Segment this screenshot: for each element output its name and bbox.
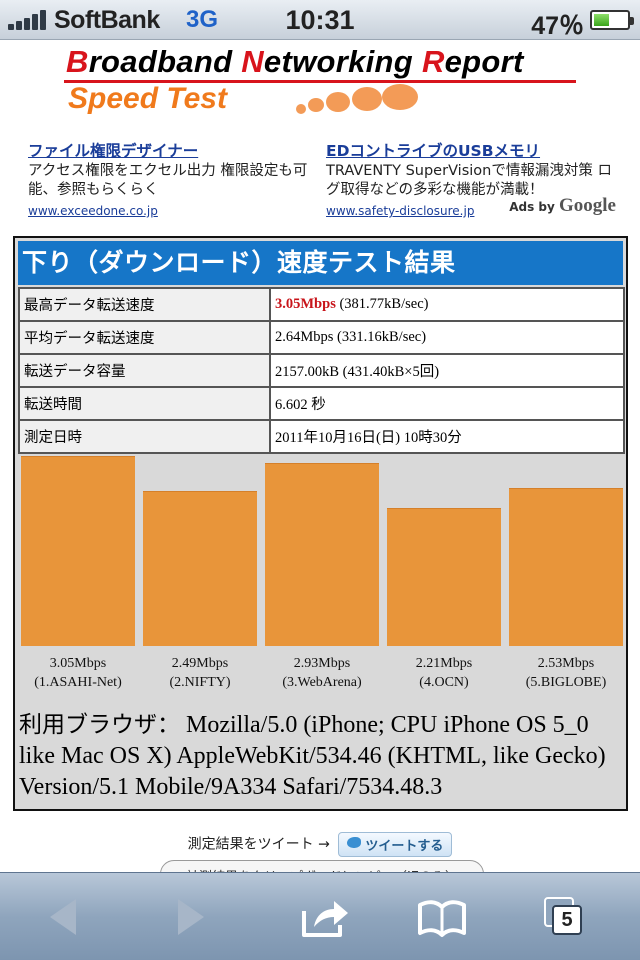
browser-value: Mozilla/5.0 (iPhone; CPU iPhone OS 5_0 l… [19,712,606,800]
chart-bar [387,508,501,646]
clock: 10:31 [285,5,355,35]
logo-underline [64,80,576,83]
row-value: 2011年10月16日(日) 10時30分 [269,419,625,454]
row-value: 2.64Mbps (331.16kB/sec) [269,320,625,355]
logo-letter: R [421,44,445,79]
chart-bar [143,491,257,646]
result-title: 下り（ダウンロード）速度テスト結果 [18,241,623,285]
ads-by-google-link[interactable]: Ads by Google [509,195,616,217]
row-key: 平均データ転送速度 [18,320,271,355]
row-value: 6.602 秒 [269,386,625,421]
ad-url-link[interactable]: www.safety-disclosure.jp [326,204,475,218]
site-logo-title[interactable]: Broadband Networking Report [66,44,524,80]
logo-word: etworking [263,44,422,79]
share-button[interactable] [294,891,354,943]
bar-value-label: 2.49Mbps [171,656,229,671]
tweet-button[interactable]: ツイートする [338,832,453,857]
bar-label: 3.05Mbps (1.ASAHI-Net) [21,654,135,692]
ads-by-label: Ads by [509,200,555,214]
google-logo: Google [559,195,616,216]
ad-block-2[interactable]: EDコントライブのUSBメモリ TRAVENTY SuperVisionで情報漏… [326,142,616,221]
table-row: 最高データ転送速度 3.05Mbps (381.77kB/sec) [18,287,625,322]
bar-value-label: 2.93Mbps [293,656,351,671]
forward-arrow-icon [178,899,204,935]
bar-category-label: (2.NIFTY) [169,675,231,690]
logo-letter: B [66,44,89,79]
browser-label: 利用ブラウザ： [19,712,180,738]
row-key: 測定日時 [18,419,271,454]
logo-letter: N [241,44,264,79]
ad-title-link[interactable]: EDコントライブのUSBメモリ [326,142,541,160]
chart-bar [21,456,135,646]
row-value-text: (381.77kB/sec) [335,296,429,312]
tweet-row: 測定結果をツイート → ツイートする [0,832,640,857]
tweet-button-label: ツイートする [365,839,444,854]
bar-value-label: 2.21Mbps [415,656,473,671]
result-table: 最高データ転送速度 3.05Mbps (381.77kB/sec) 平均データ転… [18,287,625,454]
table-row: 測定日時 2011年10月16日(日) 10時30分 [18,419,625,454]
bar-label: 2.49Mbps (2.NIFTY) [143,654,257,692]
bar-label: 2.21Mbps (4.OCN) [387,654,501,692]
table-row: 転送時間 6.602 秒 [18,386,625,421]
table-row: 平均データ転送速度 2.64Mbps (331.16kB/sec) [18,320,625,355]
battery-icon [590,10,634,30]
back-button[interactable] [34,891,94,943]
bar-category-label: (4.OCN) [419,675,469,690]
tabs-count-badge: 5 [552,905,582,935]
status-bar: SoftBank 3G 10:31 47％ [0,0,640,40]
share-icon [302,901,348,937]
logo-dots-icon [296,82,420,116]
bar-category-label: (5.BIGLOBE) [525,675,607,690]
speed-test-result: 下り（ダウンロード）速度テスト結果 最高データ転送速度 3.05Mbps (38… [13,236,628,811]
tweet-label: 測定結果をツイート → [187,836,330,853]
logo-word: eport [444,44,524,79]
bookmarks-button[interactable] [412,891,472,943]
bar-category-label: (3.WebArena) [282,675,362,690]
logo-word: roadband [88,44,242,79]
bar-value-label: 2.53Mbps [537,656,595,671]
twitter-bird-icon [347,837,362,848]
row-key: 最高データ転送速度 [18,287,271,322]
ad-text: アクセス権限をエクセル出力 権限設定も可能、参照もらくらく [28,163,308,198]
bookmarks-icon [418,900,466,937]
tabs-button[interactable]: 5 [536,891,596,943]
signal-strength-icon [8,10,48,30]
chart-bar [509,488,623,646]
row-value: 2157.00kB (431.40kB×5回) [269,353,625,388]
bar-value-label: 3.05Mbps [49,656,107,671]
ad-block-1[interactable]: ファイル権限デザイナー アクセス権限をエクセル出力 権限設定も可能、参照もらくら… [28,142,318,221]
back-arrow-icon [50,899,76,935]
table-row: 転送データ容量 2157.00kB (431.40kB×5回) [18,353,625,388]
row-key: 転送時間 [18,386,271,421]
safari-toolbar: 5 [0,872,640,960]
chart-bar [265,463,379,646]
row-key: 転送データ容量 [18,353,271,388]
user-agent-info: 利用ブラウザ： Mozilla/5.0 (iPhone; CPU iPhone … [19,710,619,803]
ad-title-link[interactable]: ファイル権限デザイナー [28,142,199,160]
forward-button[interactable] [160,891,220,943]
ad-url-link[interactable]: www.exceedone.co.jp [28,204,158,218]
max-speed-value: 3.05Mbps [275,296,336,312]
row-value: 3.05Mbps (381.77kB/sec) [269,287,625,322]
carrier-name: SoftBank [54,6,160,34]
bar-label: 2.93Mbps (3.WebArena) [265,654,379,692]
battery-percent: 47％ [531,12,584,40]
ad-text: TRAVENTY SuperVisionで情報漏洩対策 ログ取得などの多彩な機能… [326,163,612,198]
network-type: 3G [186,6,219,33]
speed-bar-chart: 3.05Mbps (1.ASAHI-Net) 2.49Mbps (2.NIFTY) 2.… [17,454,626,694]
bar-category-label: (1.ASAHI-Net) [34,675,122,690]
bar-label: 2.53Mbps (5.BIGLOBE) [509,654,623,692]
logo-subtitle: Speed Test [68,82,227,115]
